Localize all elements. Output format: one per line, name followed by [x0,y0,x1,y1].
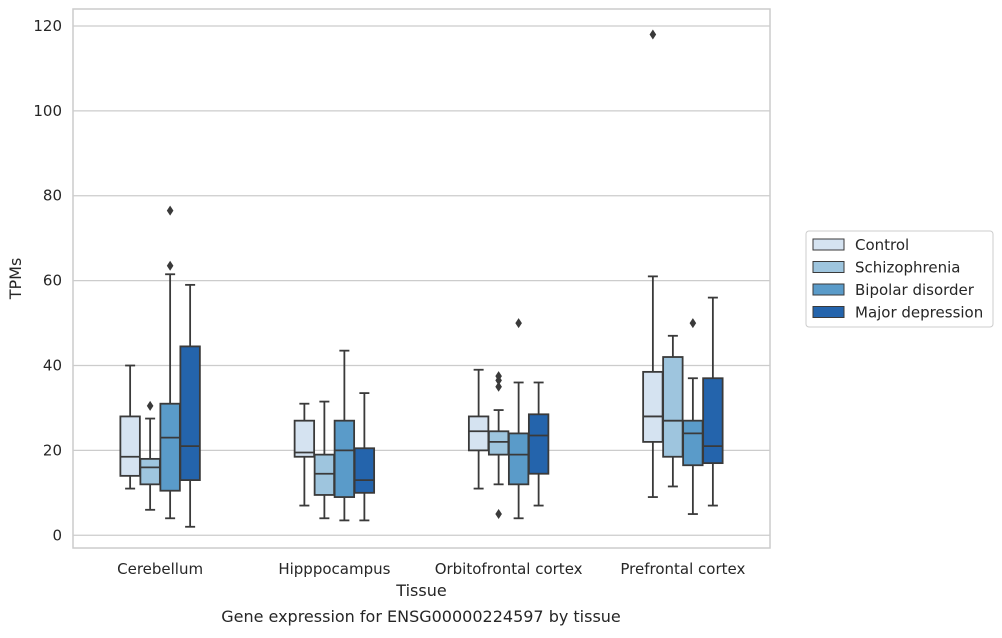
y-tick-label: 0 [52,526,62,544]
legend-item: Major depression [812,304,983,322]
x-tick-label: Orbitofrontal cortex [435,560,583,578]
chart-caption: Gene expression for ENSG00000224597 by t… [221,607,621,626]
outlier-point [166,205,174,216]
box-body [119,415,141,477]
boxes [119,29,724,528]
legend-item: Bipolar disorder [812,281,975,299]
box-body [662,356,684,458]
box-0-2 [159,205,181,520]
y-tick-label: 120 [33,17,62,35]
box-2-0 [467,368,490,490]
x-tick-label: Hipppocampus [278,560,390,578]
y-tick-label: 60 [43,272,62,290]
y-tick-label: 40 [43,357,62,375]
outlier-point [649,29,657,40]
box-body [179,345,201,481]
legend-swatch [812,283,845,296]
box-body [507,432,530,486]
box-2-3 [527,381,550,507]
box-body [527,413,550,475]
y-tick-label: 80 [43,187,62,205]
box-body [682,419,704,467]
outlier-point [146,400,154,411]
legend-label: Major depression [855,304,983,322]
y-axis-label: TPMs [6,258,25,301]
legend-item: Schizophrenia [812,259,960,277]
outlier-point [495,381,502,392]
y-tick-labels: 0 20 40 60 80 100 120 [33,17,62,544]
x-axis-label: Tissue [395,581,446,600]
x-tick-labels: Cerebellum Hipppocampus Orbitofrontal cort… [117,560,745,578]
x-tick-label: Cerebellum [117,560,203,578]
legend-swatch [812,238,845,251]
box-3-3 [702,296,724,507]
box-3-2 [682,318,704,515]
legend-label: Schizophrenia [855,259,960,277]
outlier-point [495,371,502,382]
box-body [642,370,664,443]
legend-label: Bipolar disorder [855,281,975,299]
box-body [159,402,181,492]
box-body [293,419,316,458]
y-tick-label: 100 [33,102,62,120]
legend-swatch [812,261,845,273]
box-1-3 [353,392,376,522]
legend-swatch [812,306,845,318]
box-0-3 [179,283,201,528]
box-body [702,377,724,465]
y-tick-label: 20 [43,441,62,459]
outlier-point [166,260,174,271]
outlier-point [495,509,502,520]
box-body [313,453,336,496]
outlier-point [689,318,697,329]
legend-label: Control [855,236,909,254]
legend: Control Schizophrenia Bipolar disorder Majo… [805,230,994,328]
box-body [333,419,356,498]
box-3-1 [662,334,684,488]
box-body [353,447,376,494]
box-0-0 [119,364,141,490]
box-3-0 [642,29,664,498]
x-tick-label: Prefrontal cortex [620,560,745,578]
box-1-0 [293,402,316,507]
legend-item: Control [812,236,909,254]
box-1-1 [313,400,336,520]
box-1-2 [333,349,356,522]
box-body [487,430,510,456]
box-0-1 [139,400,161,511]
plot-frame [72,8,771,549]
legend-frame [805,230,994,328]
box-2-1 [487,371,510,520]
box-body [467,415,490,452]
box-body [139,457,161,486]
box-2-2 [507,318,530,520]
outlier-point [515,318,522,329]
